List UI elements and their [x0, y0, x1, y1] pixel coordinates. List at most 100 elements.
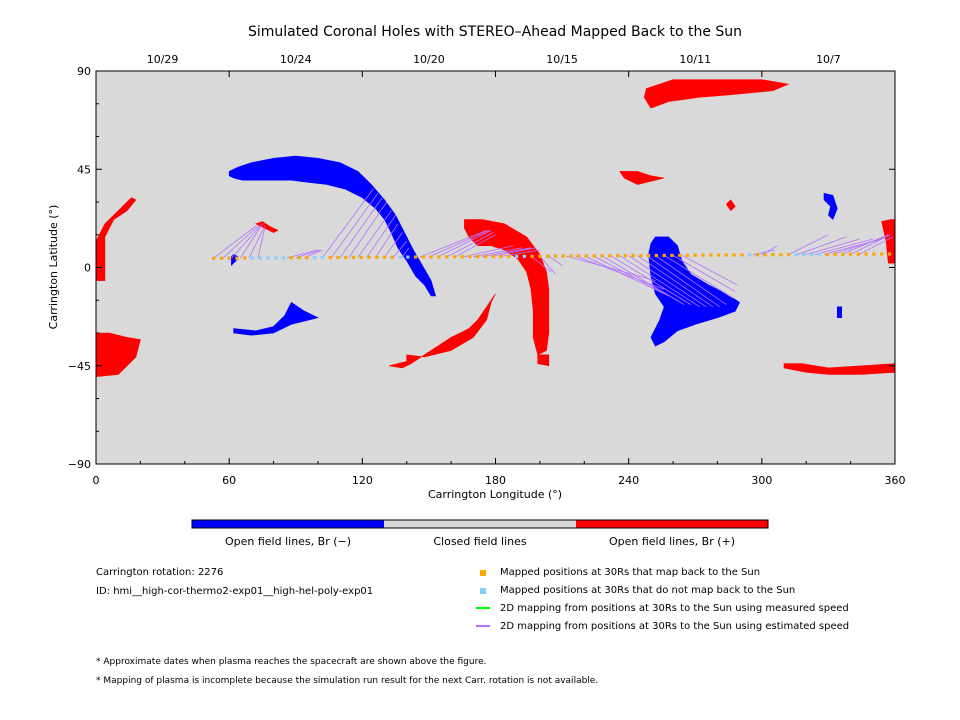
note-incomplete: * Mapping of plasma is incomplete becaus…	[96, 676, 599, 686]
legend-label-measured-speed: 2D mapping from positions at 30Rs to the…	[500, 603, 849, 614]
mapping-line-estimated-45	[681, 254, 738, 286]
coronal-hole-positive-8	[725, 199, 736, 212]
mapped-position-map-back-71	[763, 253, 767, 257]
axes-layer: 0 60 120 180 240 300 360 −90 −45 0 45 90 10/29 10/24 1…	[68, 53, 906, 487]
note-dates: * Approximate dates when plasma reaches …	[96, 657, 487, 667]
mapped-position-map-back-26	[414, 255, 418, 259]
mapping-line-estimated-26	[482, 247, 532, 257]
mapped-position-no-map-back-25	[406, 255, 410, 259]
mapped-position-map-back-87	[887, 252, 892, 256]
mapping-line-estimated-30	[539, 255, 556, 275]
x-tick-label-0: 0	[93, 474, 100, 487]
mapped-position-map-back-80	[833, 252, 837, 256]
mapped-position-map-back-54	[631, 254, 635, 258]
mapped-position-map-back-31	[452, 255, 456, 259]
mapping-line-estimated-51	[814, 238, 873, 255]
mapped-positions-layer	[212, 252, 892, 260]
mapping-line-estimated-50	[806, 238, 860, 255]
mapped-position-map-back-53	[623, 254, 627, 258]
mapping-lines-layer	[213, 188, 893, 308]
mapping-line-estimated-42	[655, 255, 727, 305]
colorbar-label-positive: Open field lines, Br (+)	[609, 535, 735, 548]
mapped-position-no-map-back-77	[810, 252, 814, 257]
mapping-line-estimated-21	[437, 230, 492, 258]
legend-swatch-estimated-speed	[476, 625, 490, 627]
mapping-line-estimated-2	[231, 225, 261, 259]
mapped-position-no-map-back-9	[281, 256, 286, 260]
mapping-line-estimated-55	[850, 234, 891, 255]
mapped-position-map-back-64	[709, 253, 713, 257]
x-tick-label-1: 60	[222, 474, 236, 487]
x-tick-label-6: 360	[885, 474, 906, 487]
mapped-position-map-back-68	[740, 253, 744, 257]
legend-label-map-back: Mapped positions at 30Rs that map back t…	[500, 567, 761, 578]
coronal-hole-positive-6	[643, 79, 790, 109]
top-date-label-0: 10/29	[147, 53, 179, 66]
mapping-line-estimated-19	[419, 230, 487, 258]
mapping-line-estimated-28	[499, 249, 540, 257]
coronal-hole-positive-7	[619, 171, 665, 185]
top-date-label-5: 10/7	[816, 53, 841, 66]
mapped-position-map-back-48	[584, 254, 589, 258]
mapping-line-estimated-1	[222, 225, 259, 259]
mapped-position-map-back-10	[289, 256, 293, 260]
mapped-position-map-back-65	[717, 253, 721, 257]
mapped-position-map-back-79	[825, 252, 829, 256]
mapping-line-estimated-4	[248, 225, 266, 259]
mapping-line-estimated-29	[530, 255, 552, 273]
top-date-label-4: 10/11	[679, 53, 711, 66]
mapped-position-map-back-4	[243, 256, 247, 260]
mapped-position-map-back-74	[786, 253, 791, 257]
legend-swatch-measured-speed	[476, 607, 490, 609]
mapping-line-estimated-20	[428, 230, 489, 258]
y-tick-label-3: 45	[77, 163, 91, 176]
mapping-line-estimated-12	[348, 201, 388, 258]
y-tick-label-1: −45	[68, 360, 91, 373]
mapping-line-estimated-35	[593, 255, 678, 301]
mapped-position-map-back-46	[569, 254, 573, 258]
x-tick-label-2: 120	[352, 474, 373, 487]
mapped-position-map-back-70	[755, 253, 759, 257]
colorbar-label-negative: Open field lines, Br (−)	[225, 535, 351, 548]
mapped-position-map-back-61	[685, 253, 690, 257]
mapped-position-no-map-back-76	[802, 252, 806, 257]
mapping-line-estimated-53	[832, 236, 887, 255]
mapping-line-estimated-31	[548, 255, 563, 266]
mapping-line-estimated-40	[637, 255, 714, 308]
mapping-line-estimated-49	[797, 236, 847, 255]
mapped-position-no-map-back-14	[320, 256, 324, 260]
mapping-line-estimated-15	[375, 223, 399, 258]
coronal-hole-negative-2	[228, 155, 437, 297]
coronal-hole-positive-1	[95, 332, 141, 378]
x-axis-label: Carrington Longitude (°)	[428, 488, 562, 501]
x-tick-label-4: 240	[618, 474, 639, 487]
mapped-position-map-back-45	[561, 254, 565, 258]
coronal-hole-positive-3	[388, 293, 496, 369]
mapped-position-map-back-29	[437, 255, 441, 259]
colorbar-closed	[384, 520, 576, 528]
mapped-position-map-back-42	[538, 254, 542, 258]
mapping-line-estimated-38	[619, 255, 700, 308]
mapped-position-map-back-35	[483, 255, 488, 259]
mapped-position-map-back-12	[305, 256, 309, 260]
top-date-label-1: 10/24	[280, 53, 312, 66]
mapped-position-no-map-back-7	[266, 256, 270, 260]
mapped-position-map-back-60	[678, 253, 682, 257]
mapped-position-map-back-58	[662, 253, 666, 257]
mapping-line-estimated-43	[663, 255, 734, 299]
mapping-line-estimated-5	[257, 228, 266, 259]
run-id: ID: hmi__high-cor-thermo2-exp01__high-he…	[96, 586, 374, 597]
mapping-line-estimated-39	[628, 255, 707, 308]
mapped-position-map-back-73	[779, 253, 783, 257]
top-date-label-2: 10/20	[413, 53, 445, 66]
colorbar-frame	[191, 519, 769, 529]
mapping-line-estimated-34	[584, 255, 669, 297]
mapping-line-estimated-56	[859, 236, 893, 255]
mapped-position-no-map-back-39	[515, 254, 519, 258]
mapped-position-map-back-59	[670, 253, 674, 257]
mapped-position-no-map-back-75	[794, 253, 798, 257]
mapped-position-map-back-19	[359, 255, 363, 259]
mapped-position-map-back-44	[553, 254, 557, 258]
legend-label-estimated-speed: 2D mapping from positions at 30Rs to the…	[500, 621, 850, 632]
mapped-position-map-back-27	[421, 255, 425, 259]
